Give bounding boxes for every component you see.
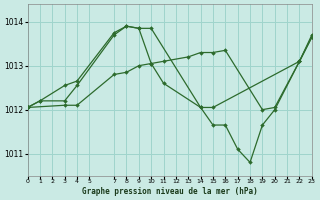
X-axis label: Graphe pression niveau de la mer (hPa): Graphe pression niveau de la mer (hPa) <box>82 187 258 196</box>
